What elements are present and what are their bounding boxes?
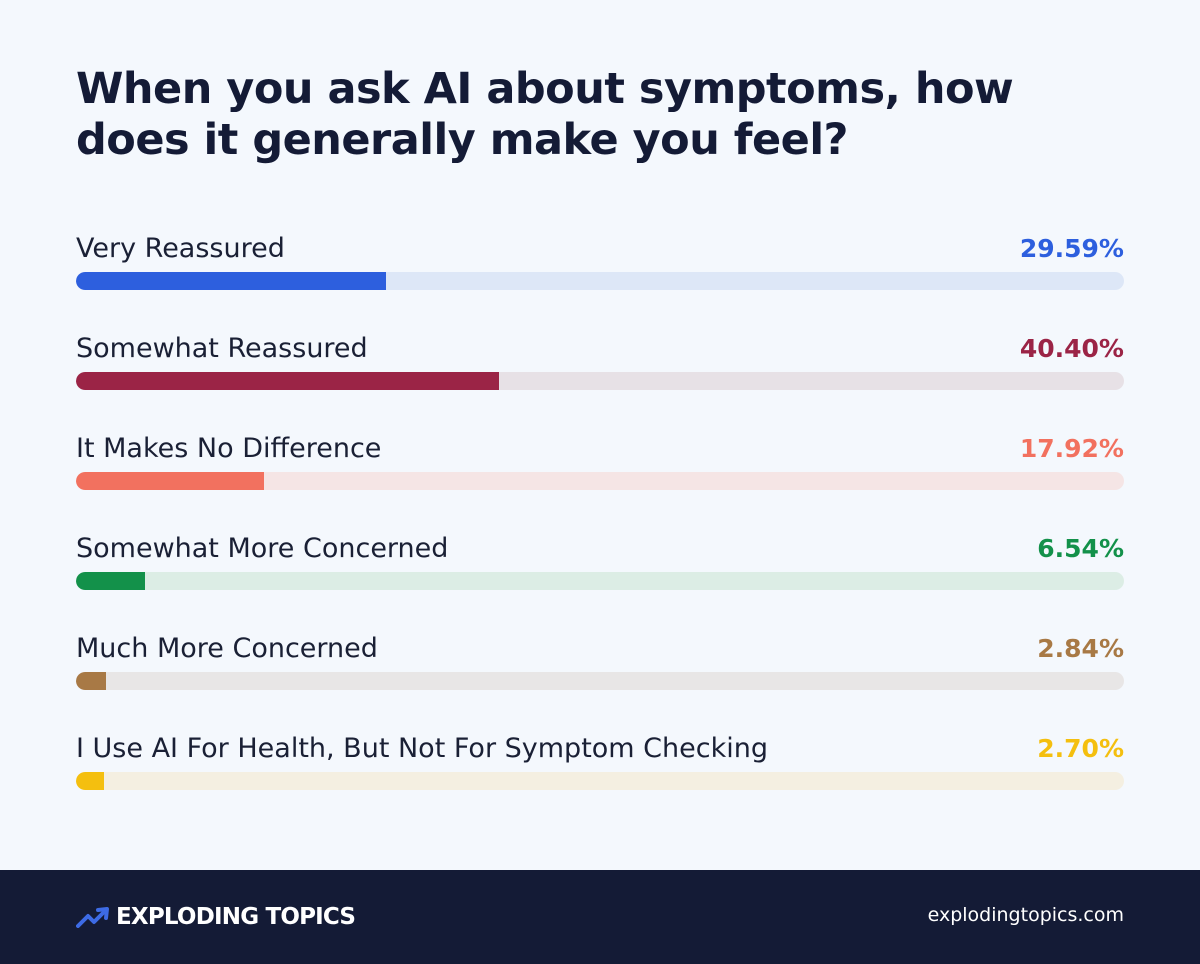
bar-track (76, 372, 1124, 390)
bar-row: It Makes No Difference 17.92% (76, 432, 1124, 502)
value-label: 40.40% (1019, 334, 1124, 363)
brand-logo[interactable]: EXPLODING TOPICS (76, 902, 356, 932)
bar-track (76, 672, 1124, 690)
bar-track (76, 272, 1124, 290)
bar (76, 472, 264, 490)
category-label: Very Reassured (76, 233, 285, 264)
value-label: 2.84% (1037, 634, 1124, 663)
category-label: Somewhat Reassured (76, 333, 368, 364)
category-label: Somewhat More Concerned (76, 533, 449, 564)
value-label: 17.92% (1019, 434, 1124, 463)
category-label: I Use AI For Health, But Not For Symptom… (76, 733, 768, 764)
bar-row: Somewhat More Concerned 6.54% (76, 532, 1124, 602)
bar (76, 572, 145, 590)
bar-row: I Use AI For Health, But Not For Symptom… (76, 732, 1124, 802)
value-label: 29.59% (1019, 234, 1124, 263)
bar (76, 372, 500, 390)
category-label: Much More Concerned (76, 633, 378, 664)
bar (76, 672, 106, 690)
bar-track (76, 472, 1124, 490)
bar (76, 772, 105, 790)
page-title: When you ask AI about symptoms, how does… (76, 64, 1014, 165)
trending-arrow-icon (76, 907, 109, 928)
bar-track (76, 772, 1124, 790)
brand-name: EXPLODING TOPICS (116, 904, 356, 930)
footer-bar: EXPLODING TOPICS explodingtopics.com (0, 870, 1200, 964)
value-label: 6.54% (1037, 534, 1124, 563)
bar-row: Much More Concerned 2.84% (76, 632, 1124, 702)
bar-row: Very Reassured 29.59% (76, 232, 1124, 302)
value-label: 2.70% (1037, 734, 1124, 763)
site-url[interactable]: explodingtopics.com (927, 904, 1124, 926)
bar (76, 272, 387, 290)
bar-track (76, 572, 1124, 590)
bar-row: Somewhat Reassured 40.40% (76, 332, 1124, 402)
category-label: It Makes No Difference (76, 433, 382, 464)
